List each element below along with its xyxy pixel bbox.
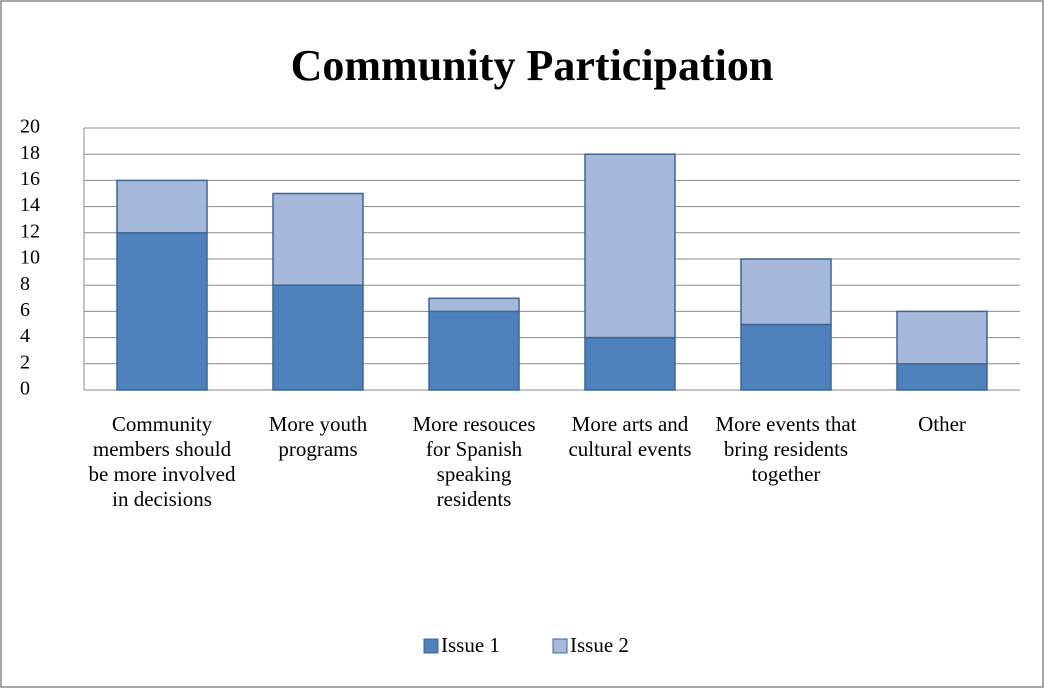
- y-tick-label: 8: [20, 273, 30, 295]
- x-tick-label: More resouces for Spanish speaking resid…: [412, 412, 536, 511]
- bar-segment: [584, 153, 676, 339]
- x-tick-label: More arts and cultural events: [568, 412, 692, 461]
- bar-segment: [116, 232, 208, 391]
- x-tick-label: More youth programs: [268, 412, 368, 461]
- y-tick-label: 14: [20, 194, 40, 216]
- y-tick-label: 20: [20, 116, 40, 138]
- y-tick-label: 0: [20, 378, 30, 400]
- bar-segment: [740, 258, 832, 326]
- bar-segment: [896, 310, 988, 365]
- y-tick-label: 12: [20, 220, 40, 242]
- x-tick-label: Community members should be more involve…: [88, 412, 236, 511]
- x-tick-label: Other: [918, 412, 966, 436]
- y-tick-label: 4: [20, 325, 30, 347]
- y-tick-label: 10: [20, 247, 40, 269]
- y-tick-label: 6: [20, 299, 30, 321]
- bar-segment: [428, 310, 520, 391]
- bar-segment: [740, 323, 832, 391]
- bar-segment: [116, 179, 208, 234]
- x-tick-label: More events that bring residents togethe…: [715, 412, 857, 486]
- bar-segment: [272, 284, 364, 391]
- y-tick-label: 18: [20, 142, 40, 164]
- bar-segment: [896, 363, 988, 391]
- legend-swatch: [552, 638, 568, 654]
- chart-title: Community Participation: [291, 41, 774, 90]
- legend-swatch: [423, 638, 439, 654]
- y-tick-label: 16: [20, 168, 40, 190]
- y-tick-label: 2: [20, 351, 30, 373]
- bar-segment: [584, 336, 676, 391]
- bar-segment: [272, 192, 364, 286]
- legend-label: Issue 2: [570, 633, 629, 657]
- bar-segment: [428, 297, 520, 313]
- legend-label: Issue 1: [441, 633, 500, 657]
